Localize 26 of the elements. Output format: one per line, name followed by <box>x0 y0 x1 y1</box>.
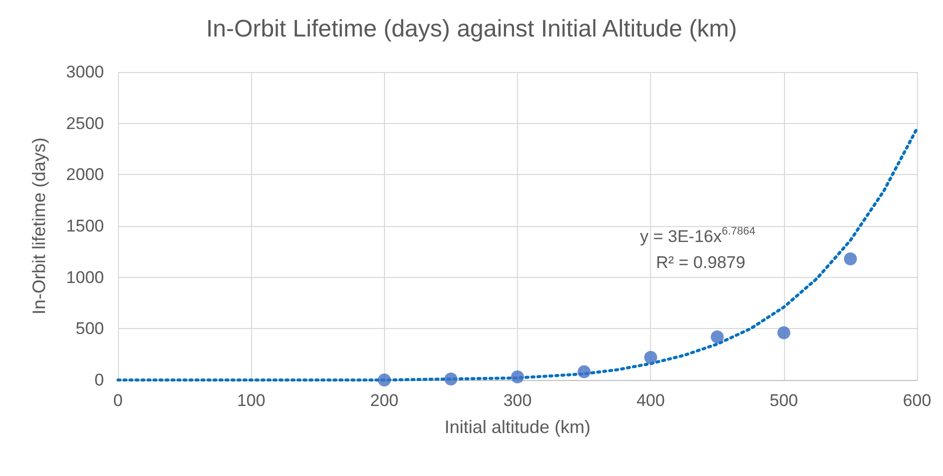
x-tick-label: 400 <box>636 391 665 410</box>
y-tick-label: 3000 <box>66 62 104 82</box>
point <box>777 326 790 340</box>
x-axis-title: Initial altitude (km) <box>444 417 591 437</box>
x-tick-label: 300 <box>503 391 532 410</box>
x-tick-label: 0 <box>113 391 123 410</box>
y-tick-label: 500 <box>76 319 104 338</box>
x-tick-label: 600 <box>902 391 932 410</box>
x-tick-label: 500 <box>770 391 798 410</box>
point <box>710 330 724 344</box>
y-tick-label: 2500 <box>66 114 104 133</box>
y-tick-label: 1000 <box>66 268 104 287</box>
point <box>644 350 658 364</box>
point <box>444 372 458 386</box>
point <box>844 252 857 266</box>
y-axis-title: In-Orbit lifetime (days) <box>29 137 49 315</box>
y-tick-label: 1500 <box>66 216 104 236</box>
y-tick-label: 0 <box>94 370 104 390</box>
x-tick-label: 100 <box>236 391 266 410</box>
point <box>378 374 391 386</box>
point <box>578 365 591 378</box>
chart-title: In-Orbit Lifetime (days) against Initial Altitude (km) <box>206 16 737 42</box>
x-tick-label: 200 <box>370 391 399 410</box>
point <box>511 370 524 384</box>
annotation: R² = 0.9879 <box>656 253 746 272</box>
y-tick-label: 2000 <box>66 165 104 184</box>
